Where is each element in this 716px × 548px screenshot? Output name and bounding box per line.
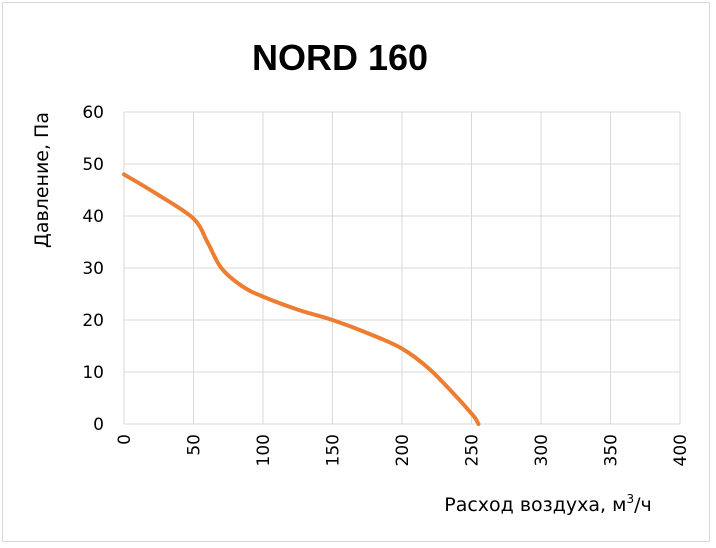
x-axis-label-superscript: 3	[626, 492, 634, 506]
y-tick-label-0: 0	[93, 415, 104, 435]
series-layer	[122, 172, 481, 426]
x-tick-label-4: 200	[393, 434, 413, 466]
series-line-0	[122, 172, 481, 426]
y-tick-label-3: 30	[82, 259, 104, 279]
x-axis-label-suffix: /ч	[634, 494, 652, 516]
y-tick-label-2: 20	[82, 311, 104, 331]
y-tick-label-6: 60	[82, 103, 104, 123]
x-tick-label-8: 400	[671, 434, 691, 466]
x-axis-ticks: 0 50 100 150 200 250 300 350 400	[115, 434, 691, 466]
x-tick-label-5: 250	[463, 434, 483, 466]
chart-title: NORD 160	[252, 37, 428, 78]
y-tick-label-4: 40	[82, 207, 104, 227]
x-tick-label-2: 100	[254, 434, 274, 466]
y-tick-label-1: 10	[82, 363, 104, 383]
y-axis-label: Давление, Па	[31, 112, 53, 248]
y-axis-ticks: 0 10 20 30 40 50 60	[82, 103, 104, 435]
y-tick-label-5: 50	[82, 155, 104, 175]
x-axis-label: Расход воздуха, м3/ч	[444, 492, 651, 516]
x-tick-label-3: 150	[324, 434, 344, 466]
x-axis-label-main: Расход воздуха, м	[444, 494, 626, 516]
x-tick-label-0: 0	[115, 434, 135, 445]
grid	[123, 111, 681, 425]
x-tick-label-6: 300	[532, 434, 552, 466]
x-tick-label-7: 350	[602, 434, 622, 466]
x-tick-label-1: 50	[185, 434, 205, 456]
chart-frame	[2, 2, 710, 542]
